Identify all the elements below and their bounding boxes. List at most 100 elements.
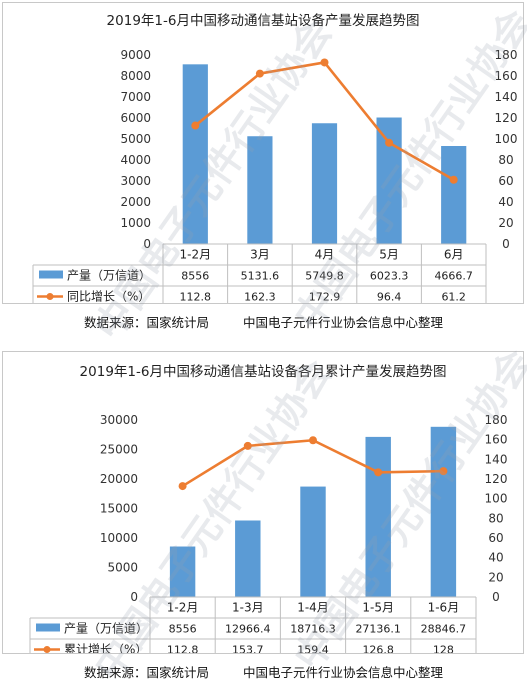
chart-monthly-svg: 2019年1-6月中国移动通信基站设备产量发展趋势图01000200030004… [32,12,518,304]
y-right-tick-label: 80 [498,153,513,167]
y-left-tick-label: 3000 [120,174,151,188]
bar [441,145,467,244]
y-right-tick-label: 100 [495,132,518,146]
bar [430,426,457,597]
data-label: 27136.1 [355,623,401,636]
legend-bar-swatch [39,270,63,279]
data-label: 8556 [181,270,209,283]
y-right-tick-label: 40 [488,551,503,565]
legend-line-marker [43,646,51,653]
data-label: 126.8 [362,644,394,654]
chart-title: 2019年1-6月中国移动通信基站设备各月累计产量发展趋势图 [80,363,447,380]
line-point [255,69,264,78]
bar [376,117,402,244]
line-point [178,482,187,491]
x-tick-label: 6月 [444,248,464,262]
y-right-tick-label: 60 [498,174,513,188]
y-right-tick-label: 100 [485,492,508,506]
legend-label: 产量（万信道） [67,269,151,283]
data-label: 159.4 [297,644,329,654]
bar [365,436,391,597]
data-label: 12966.4 [225,623,271,636]
data-label: 61.2 [441,291,466,304]
data-label: 4666.7 [434,270,473,283]
x-tick-label: 1-6月 [428,601,460,615]
data-label: 5131.6 [241,270,280,283]
legend-label: 累计增长（%） [64,643,147,654]
y-left-tick-label: 2000 [120,195,151,209]
line-point [191,121,200,130]
chart-panel-monthly: 2019年1-6月中国移动通信基站设备产量发展趋势图 0 1000 2000 3000 4… [2,2,524,304]
y-left-tick-label: 5000 [120,132,151,146]
bar [311,123,338,244]
growth-line [181,438,444,488]
x-tick-label: 1-2月 [167,601,199,615]
source-text: 数据来源：国家统计局 [84,665,210,680]
line-point [439,467,448,476]
y-right-tick-label: 0 [492,590,500,604]
source-line-monthly: 数据来源：国家统计局 中国电子元件行业协会信息中心整理 [0,312,527,331]
y-left-tick-label: 0 [143,237,151,251]
y-right-tick-label: 120 [485,472,508,486]
data-label: 28846.7 [421,623,467,636]
chart-cumulative-svg: 2019年1-6月中国移动通信基站设备各月累计产量发展趋势图 0 5000 10000… [29,363,508,654]
line-point [309,436,317,445]
x-tick-label: 1-5月 [362,601,394,615]
x-tick-label: 1-3月 [232,601,264,615]
y-left-tick-label: 6000 [120,111,151,125]
bar [169,546,196,597]
x-tick-label: 3月 [250,248,270,262]
y-left-tick-label: 15000 [100,502,138,516]
y-left-tick-label: 25000 [100,443,138,457]
org-text: 中国电子元件行业协会信息中心整理 [242,665,443,680]
chart-title: 2019年1-6月中国移动通信基站设备产量发展趋势图 [107,12,420,29]
bar [300,486,326,597]
data-label: 128 [433,644,454,654]
line-point [320,58,329,67]
data-label: 96.4 [377,291,402,304]
line-point [243,441,252,450]
y-right-tick-label: 180 [485,413,508,427]
y-left-tick-label: 10000 [100,531,138,545]
y-left-tick-label: 1000 [120,216,151,230]
y-right-tick-label: 60 [488,531,503,545]
legend-label: 同比增长（%） [67,290,150,304]
line-point [374,468,383,477]
legend-bar-swatch [36,623,60,632]
data-label: 153.7 [232,644,264,654]
chart-panel-cumulative: 2019年1-6月中国移动通信基站设备各月累计产量发展趋势图 0 5000 10000… [2,351,524,654]
y-left-tick-label: 4000 [120,153,151,167]
data-label: 162.3 [244,291,276,304]
org-text: 中国电子元件行业协会信息中心整理 [242,315,443,330]
legend-line-marker [46,293,54,300]
x-tick-label: 1-4月 [297,601,329,615]
data-label: 112.8 [167,644,199,654]
data-label: 172.9 [309,291,341,304]
y-right-tick-label: 0 [502,237,510,251]
line-point [385,138,394,147]
y-left-tick-label: 20000 [100,472,138,486]
bar [182,64,208,244]
data-label: 112.8 [180,291,212,304]
x-tick-label: 1-2月 [179,248,211,262]
y-right-tick-label: 120 [495,111,518,125]
data-label: 6023.3 [370,270,409,283]
data-label: 5749.8 [305,270,344,283]
x-tick-label: 4月 [315,248,335,262]
y-right-tick-label: 140 [495,90,518,104]
legend-label: 产量（万信道） [64,622,148,636]
y-left-tick-label: 8000 [120,69,151,83]
y-right-tick-label: 20 [488,570,503,584]
line-point [449,175,458,184]
x-tick-label: 5月 [379,248,399,262]
y-left-tick-label: 9000 [120,48,151,62]
source-text: 数据来源：国家统计局 [84,315,210,330]
y-left-tick-label: 5000 [107,561,138,575]
source-line-cumulative: 数据来源：国家统计局 中国电子元件行业协会信息中心整理 [0,662,527,681]
y-right-tick-label: 160 [495,69,518,83]
data-label: 18716.3 [290,623,336,636]
y-right-tick-label: 20 [498,216,513,230]
bar [247,136,273,244]
y-right-tick-label: 40 [498,195,513,209]
data-label: 8556 [169,623,197,636]
